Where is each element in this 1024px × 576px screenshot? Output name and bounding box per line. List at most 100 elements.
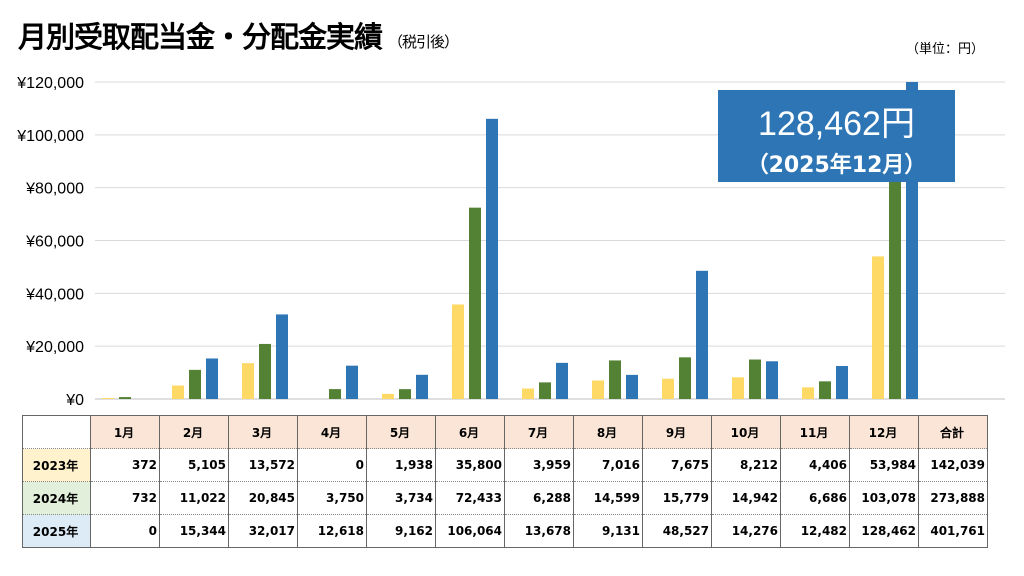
column-header: 1月 bbox=[90, 415, 160, 449]
bar-2025年-5月 bbox=[416, 374, 428, 399]
value-cell: 13,678 bbox=[504, 514, 574, 548]
value-cell: 142,039 bbox=[918, 448, 988, 482]
bar-2023年-10月 bbox=[732, 377, 744, 399]
value-cell: 48,527 bbox=[642, 514, 712, 548]
bar-2024年-8月 bbox=[609, 360, 621, 399]
value-cell: 13,572 bbox=[228, 448, 298, 482]
value-cell: 0 bbox=[90, 514, 160, 548]
column-header: 5月 bbox=[366, 415, 436, 449]
value-cell: 72,433 bbox=[435, 481, 505, 515]
value-cell: 20,845 bbox=[228, 481, 298, 515]
bar-2024年-5月 bbox=[399, 389, 411, 399]
bar-2024年-11月 bbox=[819, 381, 831, 399]
value-cell: 3,734 bbox=[366, 481, 436, 515]
value-cell: 14,942 bbox=[711, 481, 781, 515]
y-tick-label: ¥0 bbox=[65, 392, 84, 409]
bar-2025年-10月 bbox=[766, 361, 778, 399]
table-row: 2025年 0 15,344 32,017 12,618 9,162 106,064 13,6… bbox=[22, 514, 988, 548]
bar-2025年-9月 bbox=[696, 270, 708, 399]
bar-chart: ¥0 ¥20,000 ¥40,000 ¥60,000 ¥80,000 ¥100,000 ¥1… bbox=[16, 75, 1005, 409]
page-title: 月別受取配当金・分配金実績 （税引後） bbox=[18, 14, 459, 56]
value-cell: 0 bbox=[297, 448, 367, 482]
column-header: 4月 bbox=[297, 415, 367, 449]
column-header: 9月 bbox=[642, 415, 712, 449]
row-header: 2023年 bbox=[22, 448, 91, 482]
bar-2024年-7月 bbox=[539, 382, 551, 399]
value-cell: 9,162 bbox=[366, 514, 436, 548]
value-cell: 6,288 bbox=[504, 481, 574, 515]
latest-callout: 128,462円 （2025年12月） bbox=[718, 90, 955, 182]
value-cell: 106,064 bbox=[435, 514, 505, 548]
bar-2025年-3月 bbox=[276, 314, 288, 399]
bar-2024年-10月 bbox=[749, 359, 761, 399]
column-header: 8月 bbox=[573, 415, 643, 449]
bar-2023年-2月 bbox=[172, 385, 184, 399]
bar-2025年-2月 bbox=[206, 358, 218, 399]
bar-2023年-8月 bbox=[592, 380, 604, 399]
column-header: 2月 bbox=[159, 415, 229, 449]
bar-2023年-5月 bbox=[382, 393, 394, 399]
value-cell: 3,959 bbox=[504, 448, 574, 482]
bar-2023年-1月 bbox=[102, 398, 114, 399]
value-cell: 6,686 bbox=[780, 481, 850, 515]
column-header: 11月 bbox=[780, 415, 850, 449]
bar-2024年-4月 bbox=[329, 389, 341, 399]
value-cell: 5,105 bbox=[159, 448, 229, 482]
bar-2023年-9月 bbox=[662, 378, 674, 399]
value-cell: 7,016 bbox=[573, 448, 643, 482]
column-header: 7月 bbox=[504, 415, 574, 449]
value-cell: 15,344 bbox=[159, 514, 229, 548]
value-cell: 11,022 bbox=[159, 481, 229, 515]
value-cell: 14,276 bbox=[711, 514, 781, 548]
bar-2025年-11月 bbox=[836, 366, 848, 399]
bar-2024年-9月 bbox=[679, 357, 691, 399]
value-cell: 401,761 bbox=[918, 514, 988, 548]
bar-2025年-4月 bbox=[346, 365, 358, 399]
corner-cell bbox=[22, 415, 91, 449]
bar-2024年-12月 bbox=[889, 126, 901, 400]
column-header: 3月 bbox=[228, 415, 298, 449]
bar-2025年-8月 bbox=[626, 374, 638, 399]
y-tick-label: ¥80,000 bbox=[25, 181, 84, 198]
header-row: 1月 2月 3月 4月 5月 6月 7月 8月 9月 10月 11月 12月 合計 bbox=[22, 415, 988, 449]
value-cell: 32,017 bbox=[228, 514, 298, 548]
bar-2025年-6月 bbox=[486, 118, 498, 399]
bar-2024年-6月 bbox=[469, 207, 481, 399]
value-cell: 1,938 bbox=[366, 448, 436, 482]
value-cell: 372 bbox=[90, 448, 160, 482]
y-tick-label: ¥20,000 bbox=[25, 339, 84, 356]
value-cell: 8,212 bbox=[711, 448, 781, 482]
value-cell: 128,462 bbox=[849, 514, 919, 548]
value-cell: 14,599 bbox=[573, 481, 643, 515]
column-header: 10月 bbox=[711, 415, 781, 449]
row-header: 2024年 bbox=[22, 481, 91, 515]
value-cell: 273,888 bbox=[918, 481, 988, 515]
value-cell: 7,675 bbox=[642, 448, 712, 482]
column-header: 12月 bbox=[849, 415, 919, 449]
value-cell: 732 bbox=[90, 481, 160, 515]
title-text: 月別受取配当金・分配金実績 bbox=[18, 20, 383, 54]
callout-amount: 128,462円 bbox=[758, 105, 915, 143]
y-tick-label: ¥120,000 bbox=[16, 75, 84, 92]
value-cell: 12,482 bbox=[780, 514, 850, 548]
column-header: 6月 bbox=[435, 415, 505, 449]
bar-2025年-7月 bbox=[556, 362, 568, 399]
table-row: 2023年 372 5,105 13,572 0 1,938 35,800 3,959 7,01… bbox=[22, 448, 988, 482]
column-header: 合計 bbox=[918, 415, 988, 449]
value-cell: 12,618 bbox=[297, 514, 367, 548]
y-tick-label: ¥60,000 bbox=[25, 234, 84, 251]
value-cell: 15,779 bbox=[642, 481, 712, 515]
bar-2024年-2月 bbox=[189, 369, 201, 399]
value-cell: 9,131 bbox=[573, 514, 643, 548]
callout-period: （2025年12月） bbox=[746, 153, 927, 178]
bar-2024年-3月 bbox=[259, 343, 271, 399]
title-subtitle: （税引後） bbox=[388, 33, 459, 51]
value-cell: 35,800 bbox=[435, 448, 505, 482]
bar-2023年-7月 bbox=[522, 388, 534, 399]
y-tick-label: ¥40,000 bbox=[25, 286, 84, 303]
bar-2023年-12月 bbox=[872, 256, 884, 399]
data-table: 1月 2月 3月 4月 5月 6月 7月 8月 9月 10月 11月 12月 合計 2023年 372 5,1… bbox=[22, 415, 988, 548]
bar-2023年-6月 bbox=[452, 304, 464, 399]
value-cell: 4,406 bbox=[780, 448, 850, 482]
value-cell: 103,078 bbox=[849, 481, 919, 515]
